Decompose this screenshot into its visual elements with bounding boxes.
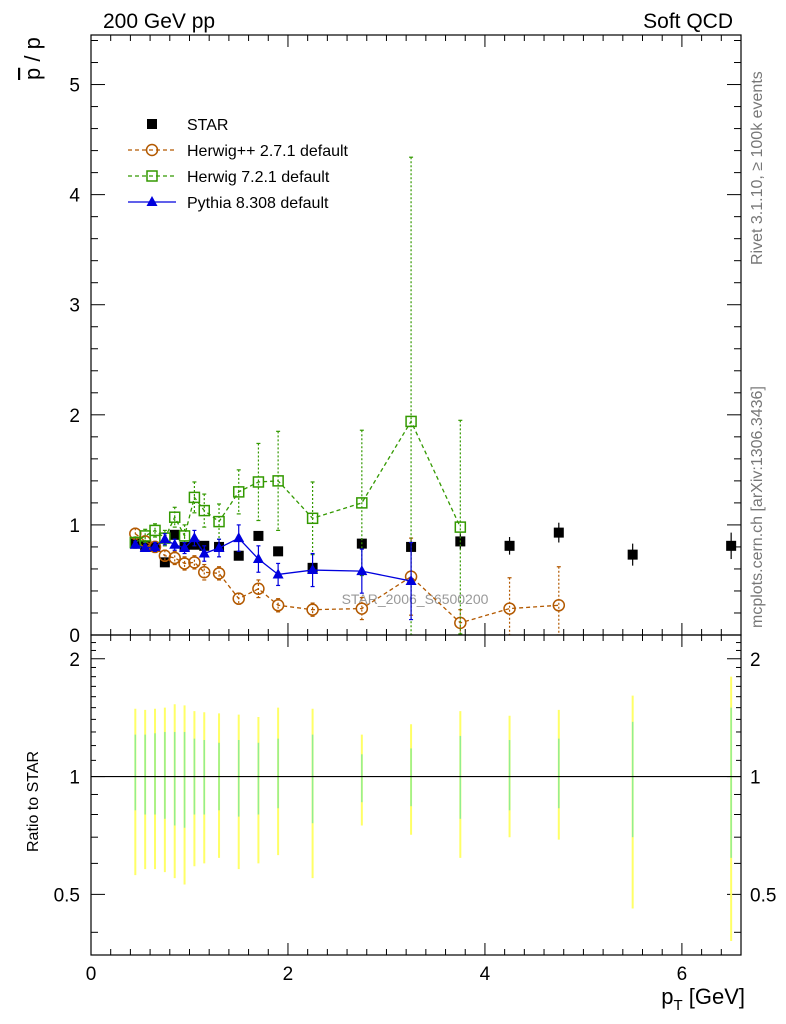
y-tick-label: 5 [69, 76, 80, 97]
main-y-axis-label: p / p [20, 37, 45, 80]
y-tick-label: 0 [69, 626, 80, 647]
ratio-y-tick-label: 1 [69, 768, 80, 789]
legend-marker [147, 119, 157, 129]
ratio-y-axis-label: Ratio to STAR [25, 751, 42, 852]
data-point [252, 582, 265, 596]
data-point [306, 512, 319, 525]
y-label-rest: / p [20, 37, 45, 68]
data-point [188, 556, 201, 569]
data-point [188, 491, 201, 504]
data-point [178, 530, 191, 542]
data-point [168, 511, 181, 523]
data-point [139, 542, 151, 553]
x-axis-label: pT [GeV] [661, 984, 745, 1014]
legend-label: STAR [187, 117, 228, 134]
series-2 [129, 156, 467, 635]
y-tick-label: 4 [69, 186, 80, 207]
data-point [504, 540, 515, 551]
ratio-frame [90, 634, 742, 956]
series-line [134, 533, 559, 624]
data-point [149, 540, 161, 551]
data-point [213, 515, 225, 528]
legend-marker [146, 170, 158, 182]
legend-label: Herwig 7.2.1 default [187, 169, 330, 186]
y-tick-label: 1 [69, 516, 80, 537]
data-point [212, 567, 226, 580]
data-point [306, 603, 319, 616]
data-point [178, 557, 191, 570]
x-tick-label: 4 [480, 964, 491, 985]
data-point [159, 557, 170, 568]
ratio-y-tick-label-right: 2 [750, 650, 761, 671]
x-tick-label: 6 [677, 964, 688, 985]
data-point [168, 551, 181, 565]
legend-label: Herwig++ 2.7.1 default [187, 143, 349, 160]
watermark: STAR_2006_S6500200 [342, 591, 489, 607]
data-point [355, 602, 369, 615]
data-point [188, 532, 200, 543]
data-point [552, 599, 566, 612]
ratio-y-tick-label: 2 [69, 650, 80, 671]
data-point [253, 530, 264, 541]
data-point [405, 575, 417, 586]
y-tick-label: 2 [69, 406, 80, 427]
data-point [198, 565, 211, 579]
y-tick-label: 3 [69, 296, 80, 317]
y-label-overbar-p: p [20, 68, 45, 80]
series-3 [129, 524, 417, 621]
data-point [129, 538, 141, 549]
data-point [233, 550, 244, 561]
legend-marker [146, 196, 158, 206]
ratio-y-tick-label-right: 0.5 [750, 885, 776, 906]
data-point [169, 529, 180, 540]
legend-label: Pythia 8.308 default [187, 195, 329, 212]
data-point [356, 565, 368, 576]
data-point [233, 532, 245, 543]
ratio-plot-panel: 0 2 4 6 0.5 0.5 1 1 2 2 [54, 634, 776, 985]
data-point [271, 599, 285, 612]
data-point [307, 564, 319, 575]
data-point [272, 475, 284, 487]
data-point [553, 527, 564, 538]
svg-text:p / p: p / p [20, 37, 45, 80]
data-point [179, 542, 191, 553]
header-right: Soft QCD [643, 10, 733, 33]
data-point [252, 476, 265, 488]
data-point [213, 542, 225, 553]
data-point [405, 415, 417, 428]
data-point [252, 553, 264, 564]
legend: STAR Herwig++ 2.7.1 default Herwig 7.2.1 d… [128, 117, 349, 212]
main-plot-panel: 0 1 2 3 4 5 [69, 34, 742, 955]
header-left: 200 GeV pp [103, 10, 215, 33]
ratio-y-tick-label-right: 1 [750, 768, 761, 789]
data-point [232, 486, 245, 498]
data-point [356, 497, 368, 509]
data-point [627, 549, 638, 560]
main-data-area [129, 156, 737, 635]
svg-text:pT [GeV]: pT [GeV] [661, 984, 745, 1014]
side-text-bottom: mcplots.cern.ch [arXiv:1306.3436] [749, 386, 766, 628]
legend-marker [145, 143, 159, 157]
data-point [273, 546, 284, 557]
x-tick-label: 0 [86, 964, 97, 985]
data-point [169, 538, 181, 549]
data-point [159, 533, 171, 544]
data-point [232, 592, 245, 605]
ratio-y-tick-label: 0.5 [54, 885, 80, 906]
x-tick-label: 2 [283, 964, 294, 985]
data-point [726, 540, 737, 551]
data-point [454, 521, 467, 533]
data-point [149, 524, 161, 537]
data-point [503, 602, 516, 615]
data-point [272, 568, 284, 579]
side-text-top: Rivet 3.1.10, ≥ 100k events [749, 71, 766, 265]
data-point [198, 547, 210, 558]
data-point [198, 504, 211, 517]
